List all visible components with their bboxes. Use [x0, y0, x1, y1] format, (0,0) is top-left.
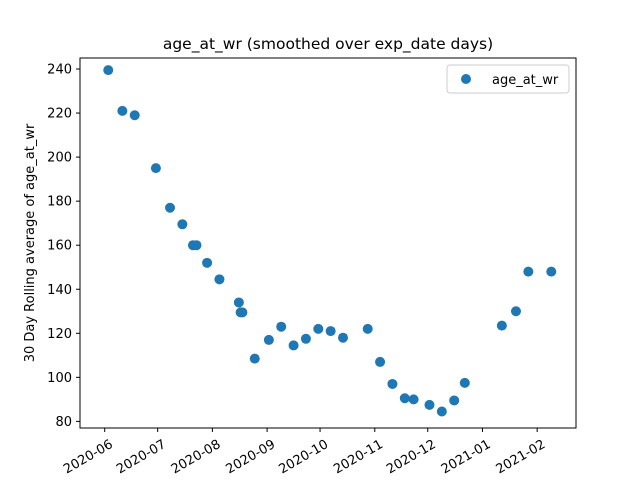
legend-box: [446, 64, 570, 94]
data-point: [399, 393, 410, 404]
plot-area: [79, 57, 577, 429]
y-tick-label: 100: [47, 371, 72, 386]
y-axis: 80 100 120 140 160 180 200 220 240: [47, 63, 80, 430]
y-tick-label: 220: [47, 107, 72, 122]
data-point: [436, 406, 447, 417]
legend-marker: [461, 74, 471, 84]
data-point: [165, 202, 176, 213]
data-point: [449, 395, 460, 406]
data-point: [408, 394, 419, 405]
y-tick-label: 200: [47, 151, 72, 166]
legend-label: age_at_wr: [492, 73, 559, 88]
data-point: [546, 266, 557, 277]
data-point: [263, 334, 274, 345]
data-point: [276, 321, 287, 332]
plot-frame: [79, 57, 577, 429]
data-point: [375, 356, 386, 367]
data-points: [103, 65, 557, 417]
y-axis-label: 30 Day Rolling average of age_at_wr: [23, 123, 38, 362]
data-point: [249, 353, 260, 364]
data-point: [523, 266, 534, 277]
chart-title: age_at_wr (smoothed over exp_date days): [163, 35, 493, 54]
y-tick-label: 180: [47, 195, 72, 210]
data-point: [191, 240, 202, 251]
y-tick-label: 120: [47, 327, 72, 342]
data-point: [237, 307, 248, 318]
data-point: [117, 105, 128, 116]
data-point: [362, 323, 373, 334]
y-tick-label: 140: [47, 283, 72, 298]
data-point: [313, 323, 324, 334]
y-tick-label: 240: [47, 63, 72, 78]
y-tick-label: 160: [47, 239, 72, 254]
data-point: [300, 333, 311, 344]
data-point: [202, 257, 213, 268]
data-point: [510, 306, 521, 317]
data-point: [325, 326, 336, 337]
y-tick-label: 80: [55, 415, 72, 430]
data-point: [338, 332, 349, 343]
data-point: [150, 163, 161, 174]
data-point: [288, 340, 299, 351]
legend: age_at_wr: [446, 64, 570, 94]
data-point: [496, 320, 507, 331]
data-point: [214, 274, 225, 285]
data-point: [459, 377, 470, 388]
data-point: [424, 399, 435, 410]
data-point: [103, 65, 114, 76]
data-point: [233, 297, 244, 308]
data-point: [387, 378, 398, 389]
data-point: [129, 110, 140, 121]
data-point: [177, 219, 188, 230]
